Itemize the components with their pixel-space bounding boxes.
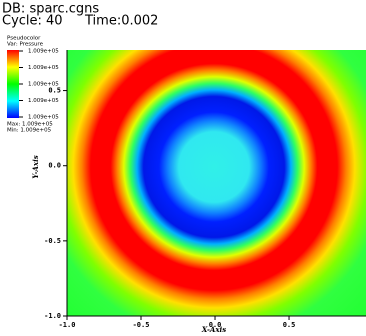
x-tick-label: 0.5 [283, 321, 296, 329]
y-axis-label: Y-Axis [31, 155, 40, 178]
color-bar [7, 50, 19, 118]
legend-min: Min: 1.009e+05 [7, 128, 52, 134]
x-tick-label: -0.5 [133, 321, 150, 329]
y-tick-label: -1.0 [44, 312, 61, 320]
legend-label: 1.009e+05 [28, 115, 59, 121]
pseudocolor-field [67, 50, 366, 316]
legend-var: Var: Pressure [7, 42, 44, 48]
legend-label: 1.009e+05 [28, 82, 59, 88]
legend-plot: Pseudocolor [7, 36, 41, 42]
legend-max: Max: 1.009e+05 [7, 122, 53, 128]
legend-label: 1.009e+05 [28, 49, 59, 55]
y-tick-label: 0.0 [48, 162, 61, 170]
y-tick-label: 0.5 [48, 87, 61, 95]
legend-label: 1.009e+05 [28, 98, 59, 104]
db-label: DB: sparc.cgns [2, 2, 99, 17]
x-axis-label: X-Axis [201, 325, 226, 334]
legend-label: 1.009e+05 [28, 65, 59, 71]
cycle-label: Cycle: 40 [2, 14, 63, 29]
x-tick-label: 0.0 [209, 321, 222, 329]
x-tick-label: -1.0 [59, 321, 76, 329]
y-tick-label: -0.5 [44, 237, 61, 245]
time-label: Time:0.002 [84, 14, 158, 29]
